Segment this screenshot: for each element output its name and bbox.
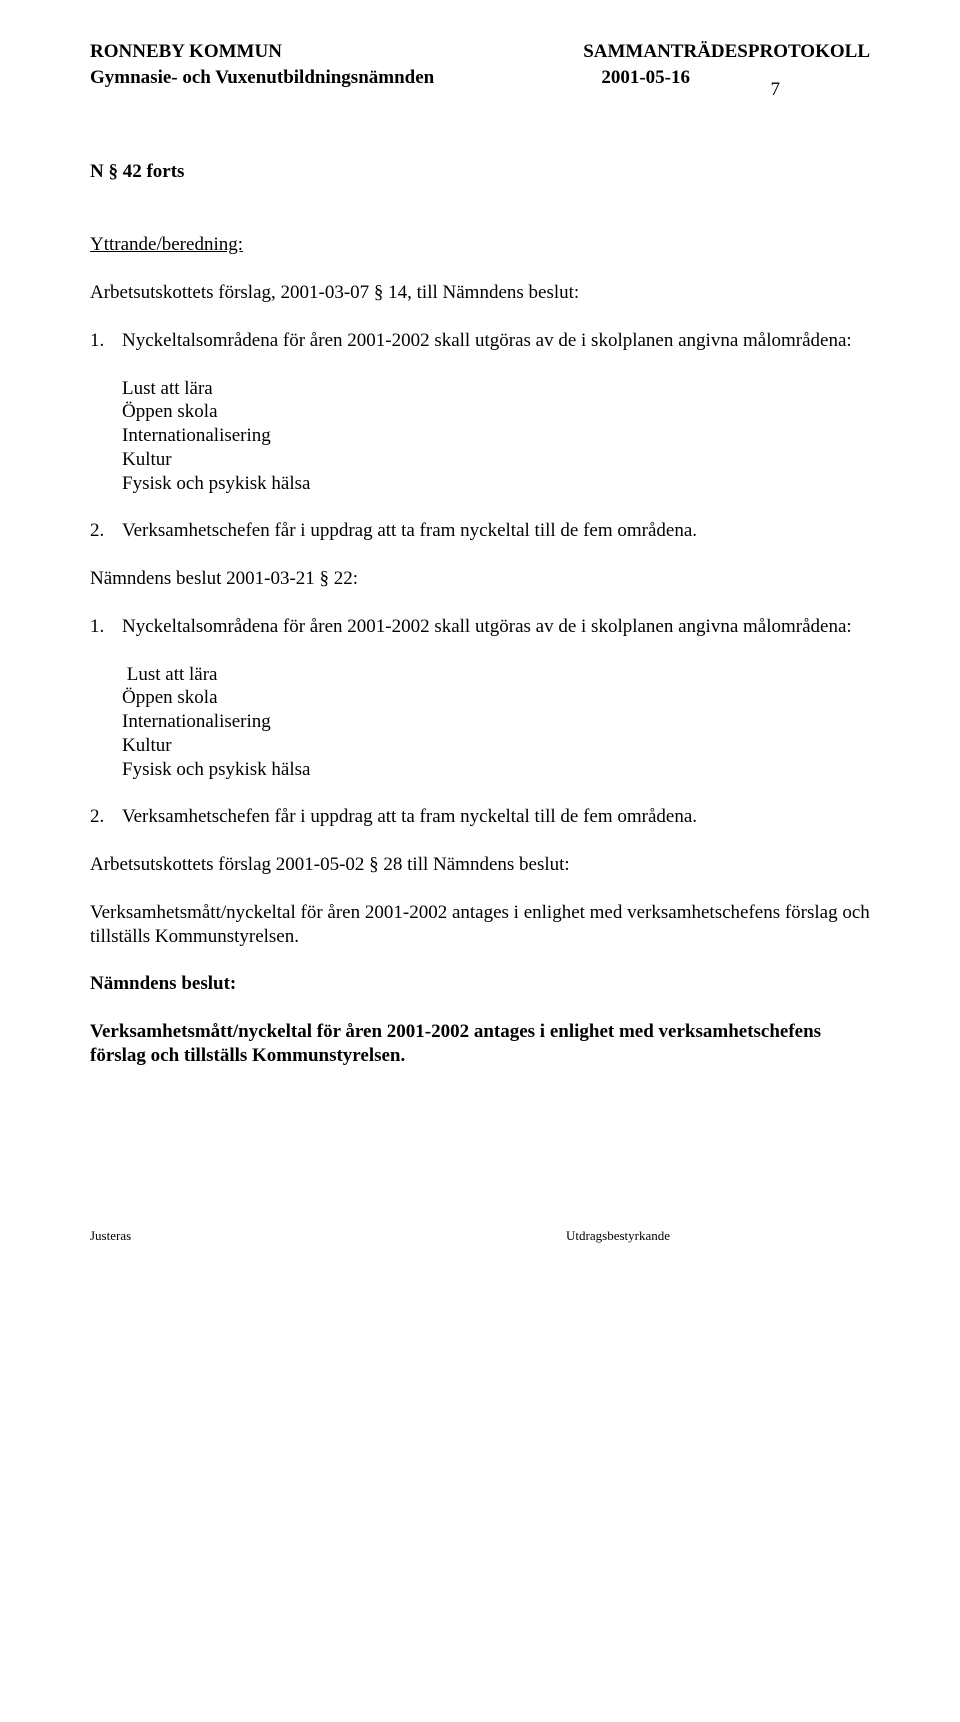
header-row: RONNEBY KOMMUN SAMMANTRÄDESPROTOKOLL (90, 40, 870, 64)
list-number: 2. (90, 519, 122, 543)
paragraph-namndens-beslut-22: Nämndens beslut 2001-03-21 § 22: (90, 567, 870, 591)
list-body: Verksamhetschefen får i uppdrag att ta f… (122, 519, 870, 543)
goal-item: Öppen skola (122, 686, 870, 710)
goal-item: Lust att lära (122, 663, 870, 687)
paragraph-beslut-text: Verksamhetsmått/nyckeltal för åren 2001-… (90, 1020, 870, 1068)
footer-utdragsbestyrkande: Utdragsbestyrkande (566, 1228, 870, 1244)
page-number: 7 (771, 78, 781, 102)
footer-justeras: Justeras (90, 1228, 131, 1244)
goal-list-1: Lust att lära Öppen skola Internationali… (122, 377, 870, 496)
goal-item: Lust att lära (122, 377, 870, 401)
section-id: N § 42 forts (90, 160, 870, 184)
list-body: Nyckeltalsområdena för åren 2001-2002 sk… (122, 329, 870, 353)
list-item-4: 2. Verksamhetschefen får i uppdrag att t… (90, 805, 870, 829)
list-number: 1. (90, 329, 122, 353)
header-committee: Gymnasie- och Vuxenutbildningsnämnden (90, 66, 434, 90)
goal-item: Fysisk och psykisk hälsa (122, 758, 870, 782)
list-body: Nyckeltalsområdena för åren 2001-2002 sk… (122, 615, 870, 639)
heading-namndens-beslut: Nämndens beslut: (90, 972, 870, 996)
goal-list-2: Lust att lära Öppen skola Internationali… (122, 663, 870, 782)
paragraph-au-forslag-28: Arbetsutskottets förslag 2001-05-02 § 28… (90, 853, 870, 877)
list-body: Verksamhetschefen får i uppdrag att ta f… (122, 805, 870, 829)
paragraph-au-forslag: Arbetsutskottets förslag, 2001-03-07 § 1… (90, 281, 870, 305)
heading-yttrande: Yttrande/beredning: (90, 233, 870, 257)
header-org: RONNEBY KOMMUN (90, 40, 282, 64)
goal-item: Öppen skola (122, 400, 870, 424)
subheader-row: Gymnasie- och Vuxenutbildningsnämnden 20… (90, 66, 870, 90)
paragraph-verksamhetsmatt: Verksamhetsmått/nyckeltal för åren 2001-… (90, 901, 870, 949)
goal-item: Internationalisering (122, 710, 870, 734)
list-item-2: 2. Verksamhetschefen får i uppdrag att t… (90, 519, 870, 543)
footer: Justeras Utdragsbestyrkande (90, 1228, 870, 1244)
list-item-1: 1. Nyckeltalsområdena för åren 2001-2002… (90, 329, 870, 353)
header-doc-type: SAMMANTRÄDESPROTOKOLL (583, 40, 870, 64)
goal-item: Kultur (122, 734, 870, 758)
goal-item: Fysisk och psykisk hälsa (122, 472, 870, 496)
goal-item: Internationalisering (122, 424, 870, 448)
list-item-3: 1. Nyckeltalsområdena för åren 2001-2002… (90, 615, 870, 639)
header-date: 2001-05-16 (601, 66, 870, 90)
goal-item: Kultur (122, 448, 870, 472)
list-number: 2. (90, 805, 122, 829)
list-number: 1. (90, 615, 122, 639)
